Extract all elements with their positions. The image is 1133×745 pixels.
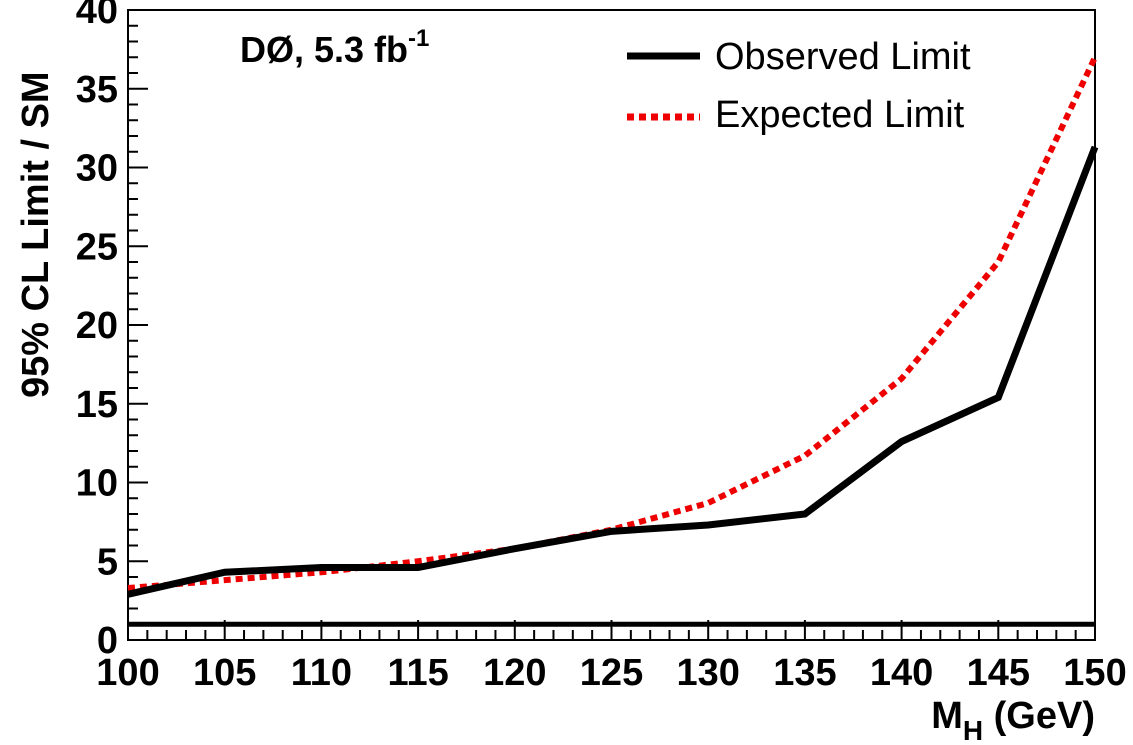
legend-label-expected: Expected Limit (715, 94, 965, 136)
series-lines (127, 55, 1099, 627)
y-tick-label: 20 (76, 305, 118, 347)
y-axis-title: 95% CL Limit / SM (15, 71, 57, 398)
x-tick-label: 150 (1063, 652, 1126, 694)
y-tick-label: 10 (76, 463, 118, 505)
legend-label-observed: Observed Limit (715, 36, 971, 78)
x-tick-label: 100 (96, 652, 159, 694)
x-tick-label: 110 (291, 652, 352, 694)
expected-limit-line (127, 55, 1098, 592)
x-tick-label: 125 (580, 652, 643, 694)
y-tick-label: 40 (76, 0, 118, 32)
x-tick-label: 105 (193, 652, 256, 694)
axis-ticks (127, 9, 1096, 641)
y-tick-label: 5 (97, 541, 118, 583)
observed-limit-line (127, 145, 1099, 598)
x-tick-labels: 100 105 110 115 120 125 130 135 140 145 150 (96, 652, 1126, 694)
experiment-annotation: DØ, 5.3 fb-1 (240, 25, 429, 70)
x-tick-label: 145 (967, 652, 1030, 694)
x-tick-label: 130 (676, 652, 739, 694)
y-tick-label: 15 (76, 384, 118, 426)
y-tick-label: 25 (76, 226, 118, 268)
x-tick-label: 115 (387, 652, 448, 694)
y-tick-label: 30 (76, 148, 118, 190)
x-axis-title: MH (GeV) (931, 695, 1095, 745)
y-tick-label: 0 (97, 620, 118, 662)
x-tick-label: 135 (773, 652, 836, 694)
y-tick-labels: 0 5 10 15 20 25 30 35 40 (76, 0, 118, 662)
y-tick-label: 35 (76, 69, 118, 111)
x-tick-label: 140 (870, 652, 933, 694)
legend: Observed Limit Expected Limit (627, 36, 971, 136)
x-tick-label: 120 (483, 652, 546, 694)
